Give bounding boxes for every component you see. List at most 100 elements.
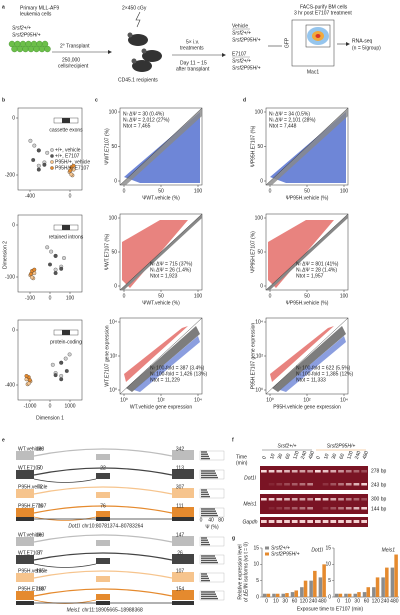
junction-arc xyxy=(33,563,97,568)
cloud-down xyxy=(134,336,200,392)
exon xyxy=(96,517,110,521)
diagonal xyxy=(119,317,203,395)
label: 240 xyxy=(300,450,309,460)
bar xyxy=(294,590,299,597)
band xyxy=(307,470,313,473)
sample-point xyxy=(69,172,74,177)
bar xyxy=(390,567,395,597)
leukemia-cell xyxy=(27,45,35,53)
subplot-title: Dot1l xyxy=(311,547,324,553)
band xyxy=(345,498,352,501)
label: N↑ΔΨ = 715 (37%) xyxy=(150,261,193,267)
sample-point xyxy=(31,158,36,162)
label: 50 xyxy=(257,249,263,255)
label: Meis1 xyxy=(243,501,257,507)
label: 342 xyxy=(176,446,185,452)
label: 163 xyxy=(36,532,45,538)
psi-box xyxy=(199,507,225,518)
label: P95H.vehicle xyxy=(18,568,48,574)
label: ΨWT.vehicle (%) xyxy=(142,300,180,306)
label: (n = 5/group) xyxy=(352,45,381,51)
cloud-down xyxy=(280,336,346,392)
band xyxy=(299,498,306,501)
band xyxy=(338,498,344,501)
label: 0 xyxy=(269,188,272,194)
label: 10⁴ xyxy=(109,319,117,325)
band xyxy=(361,470,367,473)
band xyxy=(353,470,360,473)
label: 100 xyxy=(255,109,264,115)
sample-point xyxy=(67,352,72,357)
sample-point xyxy=(29,272,33,276)
band xyxy=(276,507,283,510)
label: 50 xyxy=(158,188,164,194)
band xyxy=(361,507,367,510)
label: ΨWT.E7107 (%) xyxy=(104,128,110,165)
cloud-diag xyxy=(272,326,346,392)
facs-density xyxy=(315,34,321,38)
label: 26 xyxy=(177,550,183,556)
band xyxy=(268,483,275,486)
sample-point xyxy=(59,377,64,382)
label: WT.vehicle gene expression xyxy=(130,404,192,410)
sample-point xyxy=(32,143,37,148)
label: N↓ΔΨ = 28 (1.4%) xyxy=(296,267,337,273)
bar xyxy=(300,587,304,597)
label: 113 xyxy=(176,465,184,471)
label: Dot1l xyxy=(244,475,257,481)
leukemia-cell xyxy=(38,45,46,53)
label: 60 xyxy=(338,453,346,460)
label: 0 xyxy=(261,455,268,460)
label: 10² xyxy=(303,397,311,403)
psi-box xyxy=(199,488,225,499)
legend-marker xyxy=(50,154,54,158)
label: 144 bp xyxy=(371,506,387,512)
label: 185 xyxy=(36,568,45,574)
sample-point xyxy=(53,373,58,378)
label: 0 xyxy=(69,193,72,199)
bar xyxy=(357,592,361,597)
label: chr10:80781374–80783264 xyxy=(82,523,143,529)
label: 0 xyxy=(315,455,322,460)
sample-point xyxy=(30,275,35,280)
band xyxy=(284,483,290,486)
coverage xyxy=(16,572,194,582)
bar xyxy=(272,593,276,597)
label: ΨP95H.vehicle (%) xyxy=(286,195,329,201)
legend-label: Srsf2P95H/+ xyxy=(271,551,300,557)
diagonal xyxy=(119,213,203,291)
label: Day 11 ~ 15 xyxy=(180,60,207,66)
coverage xyxy=(16,450,194,460)
panel-label: c xyxy=(95,97,98,103)
label: 0 xyxy=(260,283,263,289)
band xyxy=(284,507,290,510)
label: chr11:18905665–18988368 xyxy=(82,607,143,613)
band xyxy=(276,498,283,501)
label: -100 xyxy=(5,274,15,280)
label: 10² xyxy=(110,353,118,359)
junction-arc xyxy=(33,588,173,597)
label: P95H.vehicle xyxy=(18,484,48,490)
x-tick-label: 480 xyxy=(390,598,399,604)
bar xyxy=(381,577,385,597)
coverage xyxy=(16,554,194,564)
label: 40 xyxy=(208,517,214,523)
label: 147 xyxy=(176,532,185,538)
band xyxy=(322,470,329,473)
psi-box xyxy=(199,572,225,583)
sample-point xyxy=(36,163,41,168)
diagonal xyxy=(119,107,203,186)
bar xyxy=(334,593,339,597)
sample-point xyxy=(24,374,29,378)
label: Dot1l xyxy=(68,523,81,529)
label: 188 xyxy=(36,446,45,452)
sample-point xyxy=(53,253,58,258)
band xyxy=(284,470,290,473)
psi-box xyxy=(199,469,225,480)
band xyxy=(299,483,306,486)
label: 72 xyxy=(37,484,43,490)
label: N↓ΔΨ = 2,012 (27%) xyxy=(123,117,170,123)
sample-point xyxy=(49,249,54,254)
sample-point xyxy=(68,168,73,173)
label: 3 hr post E7107 treatment xyxy=(294,10,352,16)
